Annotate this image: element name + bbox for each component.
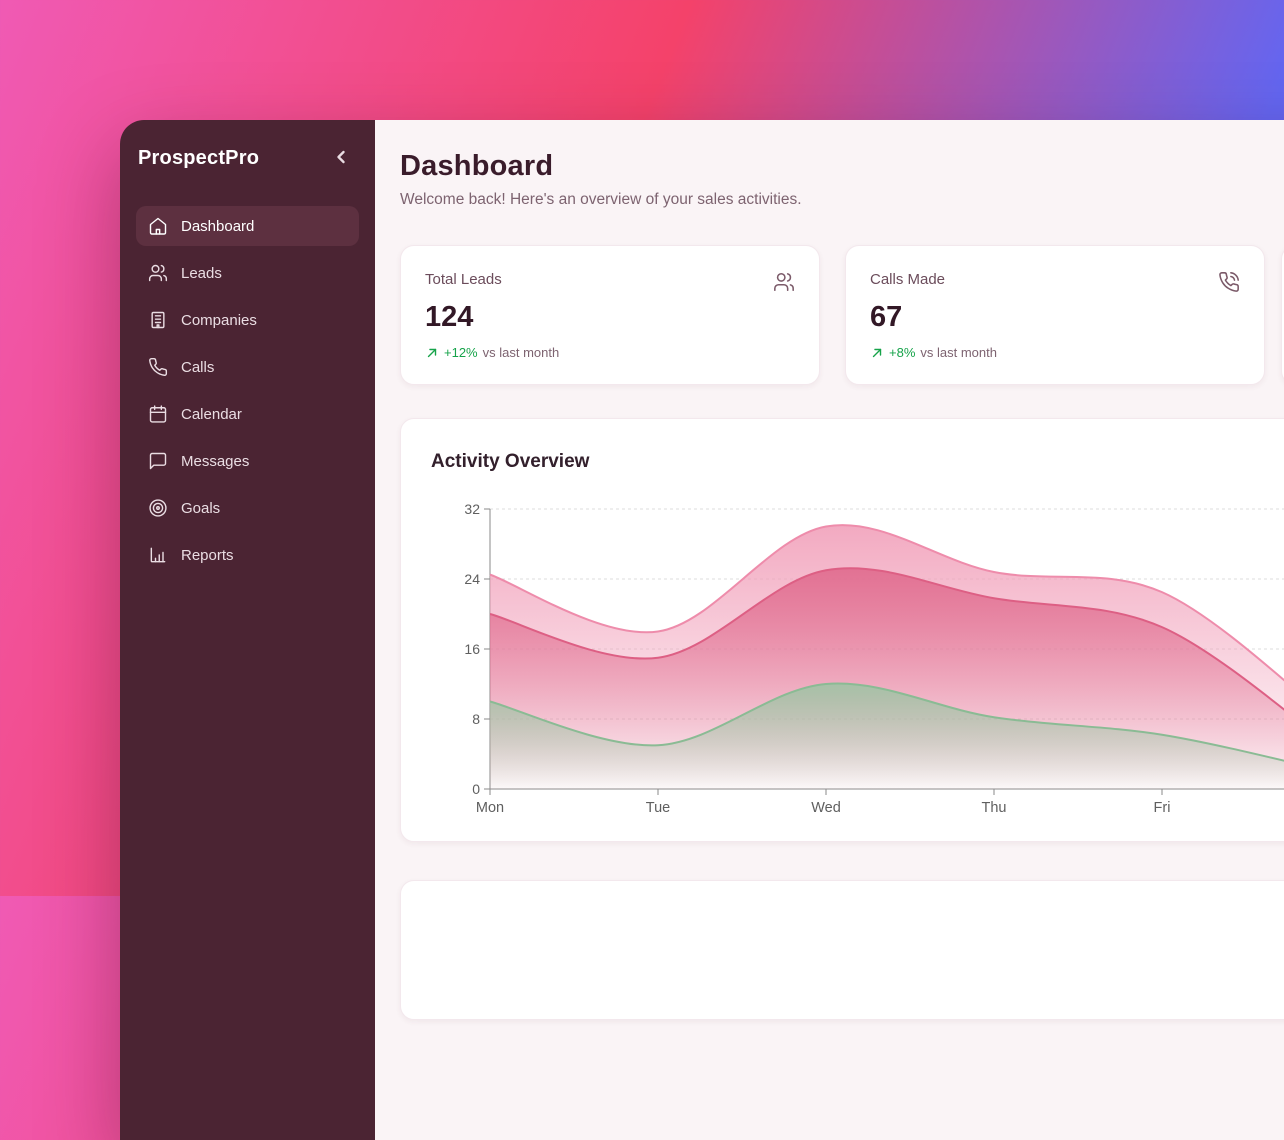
app-window: ProspectPro Dashboard Leads xyxy=(120,120,1284,1140)
svg-text:Thu: Thu xyxy=(982,800,1007,816)
stat-change: +8% xyxy=(889,345,916,360)
svg-text:Wed: Wed xyxy=(811,800,841,816)
target-icon xyxy=(148,498,168,518)
sidebar-item-leads[interactable]: Leads xyxy=(136,253,359,293)
activity-overview-card: Activity Overview 0 8 16 24 32 Mon Tue Wed Thu Fr… xyxy=(400,418,1284,842)
users-icon xyxy=(148,263,168,283)
stat-value: 67 xyxy=(870,301,903,333)
sidebar-item-goals[interactable]: Goals xyxy=(136,488,359,528)
sidebar-item-label: Goals xyxy=(181,499,221,517)
sidebar-item-label: Calendar xyxy=(181,405,242,423)
stat-card-calls-made: Calls Made 67 +8% vs last month xyxy=(845,245,1265,385)
sidebar-collapse-button[interactable] xyxy=(329,146,353,170)
users-icon xyxy=(773,271,795,293)
chevron-left-icon xyxy=(329,145,353,172)
sidebar-item-label: Messages xyxy=(181,452,250,470)
sidebar-item-label: Calls xyxy=(181,358,215,376)
sidebar-item-calls[interactable]: Calls xyxy=(136,347,359,387)
stat-cards-row: Total Leads 124 +12% vs last month Calls xyxy=(400,245,1284,385)
stat-change: +12% xyxy=(444,345,478,360)
svg-text:16: 16 xyxy=(464,641,480,657)
next-section-card xyxy=(400,880,1284,1020)
calendar-icon xyxy=(148,404,168,424)
page-title: Dashboard xyxy=(400,150,554,182)
sidebar-item-label: Dashboard xyxy=(181,217,255,235)
svg-text:24: 24 xyxy=(464,571,480,587)
sidebar-item-dashboard[interactable]: Dashboard xyxy=(136,206,359,246)
sidebar-item-label: Companies xyxy=(181,311,257,329)
sidebar-item-messages[interactable]: Messages xyxy=(136,441,359,481)
bar-chart-icon xyxy=(148,545,168,565)
sidebar-header: ProspectPro xyxy=(136,146,359,170)
chart-title: Activity Overview xyxy=(431,451,590,472)
sidebar-item-reports[interactable]: Reports xyxy=(136,535,359,575)
svg-text:0: 0 xyxy=(472,781,480,797)
svg-text:Mon: Mon xyxy=(476,800,504,816)
stat-label: Total Leads xyxy=(425,271,502,288)
stat-value: 124 xyxy=(425,301,474,333)
building-icon xyxy=(148,310,168,330)
sidebar: ProspectPro Dashboard Leads xyxy=(120,120,375,1140)
main-content: Dashboard Welcome back! Here's an overvi… xyxy=(375,120,1284,1140)
app-logo-text: ProspectPro xyxy=(138,146,260,169)
stat-change-suffix: vs last month xyxy=(920,345,997,360)
stat-card-total-leads: Total Leads 124 +12% vs last month xyxy=(400,245,820,385)
trend-up-icon xyxy=(425,346,439,360)
trend-up-icon xyxy=(870,346,884,360)
phone-icon xyxy=(148,357,168,377)
page-subtitle: Welcome back! Here's an overview of your… xyxy=(400,191,802,208)
stat-label: Calls Made xyxy=(870,271,946,288)
home-icon xyxy=(148,216,168,236)
stat-change-suffix: vs last month xyxy=(482,345,560,360)
sidebar-item-calendar[interactable]: Calendar xyxy=(136,394,359,434)
sidebar-item-label: Leads xyxy=(181,264,222,282)
svg-text:Tue: Tue xyxy=(646,800,670,816)
sidebar-item-label: Reports xyxy=(181,546,234,564)
svg-text:32: 32 xyxy=(464,501,480,517)
sidebar-item-companies[interactable]: Companies xyxy=(136,300,359,340)
phone-call-icon xyxy=(1218,271,1240,293)
sidebar-nav: Dashboard Leads Companies Calls xyxy=(136,206,359,575)
message-square-icon xyxy=(148,451,168,471)
activity-area-chart: 08162432MonTueWedThuFriSat xyxy=(464,501,1284,816)
svg-text:8: 8 xyxy=(472,711,480,727)
svg-text:Fri: Fri xyxy=(1154,800,1171,816)
